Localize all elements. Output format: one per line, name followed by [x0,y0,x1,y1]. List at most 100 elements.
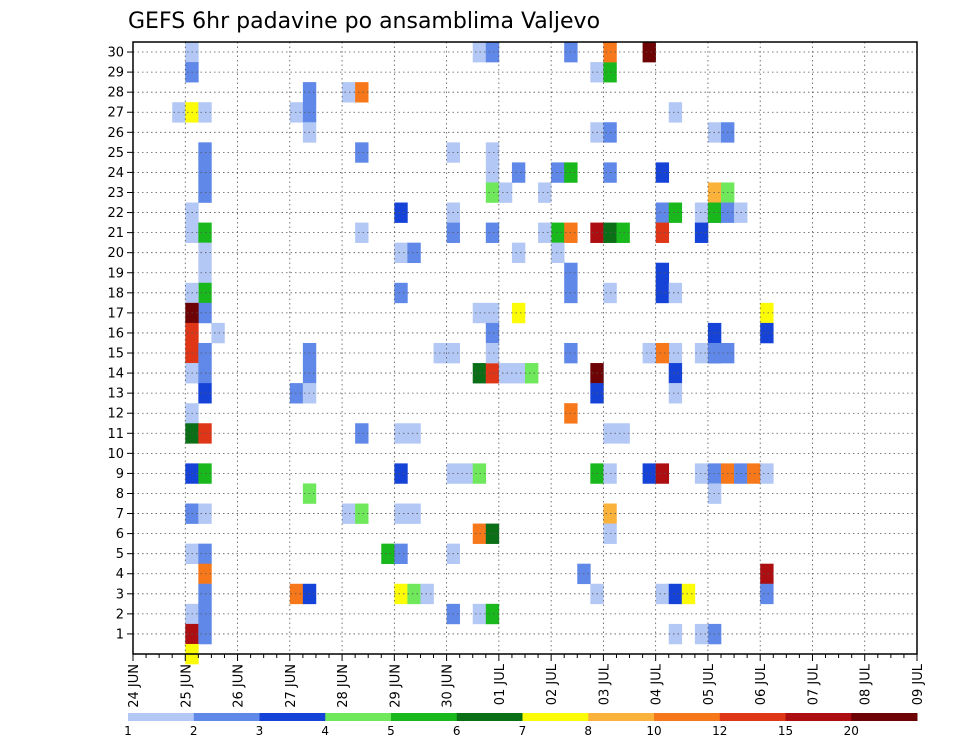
data-cell [394,242,408,264]
legend-label: 8 [584,724,592,738]
data-cell [668,102,683,123]
data-cell [485,363,500,384]
data-cell [472,523,487,544]
x-tick-label: 08 JUL [859,663,874,705]
data-cell [355,503,369,524]
y-tick-label: 18 [107,286,124,301]
data-cell [655,202,670,223]
data-cell [394,583,408,605]
y-tick-label: 11 [107,427,124,442]
data-cell [525,363,539,384]
y-tick-label: 25 [107,146,124,161]
legend-swatch [456,713,523,721]
legend-swatch [851,713,918,721]
data-cell [407,503,421,524]
plot-frame [132,41,918,655]
legend-swatch [522,713,589,721]
data-cell [485,162,500,183]
legend-swatch [391,713,458,721]
data-cell [472,42,487,63]
legend-swatch [719,713,786,721]
data-cell [420,583,434,605]
y-tick-label: 7 [116,507,124,522]
data-cell [760,563,774,585]
x-tick-label: 25 JUN [179,664,194,708]
data-cell [511,242,526,264]
data-cell [485,142,500,163]
legend-label: 12 [712,724,727,738]
data-cell [668,363,683,384]
data-cell [642,42,656,63]
data-cell [668,202,683,223]
x-tick-label: 06 JUL [754,663,769,705]
data-cell [694,202,709,223]
data-cell [655,463,670,484]
y-tick-label: 12 [107,407,124,422]
data-cell [668,282,683,304]
legend-label: 20 [844,724,859,738]
data-cell [511,363,526,384]
data-cell [694,342,709,364]
data-cell [355,82,369,103]
y-tick-label: 30 [107,46,124,61]
data-cell [694,623,709,645]
data-cell [472,603,487,625]
legend-label: 3 [256,724,264,738]
legend-swatch [654,713,721,721]
data-cell [655,282,670,304]
legend-label: 15 [778,724,793,738]
data-cell [485,603,500,625]
data-cell [355,222,369,243]
data-cell [511,302,526,324]
y-tick-label: 9 [116,467,124,482]
data-cell [760,322,774,344]
data-cell [760,583,774,605]
data-cell [394,423,408,444]
data-cell [498,363,513,384]
x-tick-label: 05 JUL [702,663,717,705]
data-cell [511,162,526,183]
data-cell [485,222,500,243]
data-cell [694,463,709,484]
data-cell [394,503,408,524]
y-tick-label: 14 [107,367,124,382]
y-tick-label: 21 [107,226,124,241]
y-tick-label: 2 [116,607,124,622]
y-tick-label: 16 [107,326,124,341]
y-tick-label: 17 [107,306,124,321]
grid-lines [133,42,917,654]
y-tick-label: 20 [107,246,124,261]
data-cell [394,202,408,223]
y-tick-label: 1 [116,627,124,642]
x-tick-label: 24 JUN [127,664,142,708]
data-cells [172,42,774,665]
x-tick-label: 04 JUL [650,663,665,705]
y-tick-label: 15 [107,347,124,362]
y-tick-label: 13 [107,387,124,402]
data-cell [485,322,500,344]
data-cell [485,523,500,544]
legend-swatch [325,713,392,721]
y-tick-label: 5 [116,547,124,562]
data-cell [342,503,356,524]
data-cell [760,463,774,484]
y-tick-label: 23 [107,186,124,201]
data-cell [407,583,421,605]
legend-label: 6 [453,724,461,738]
data-cell [381,543,395,565]
x-tick-label: 28 JUN [336,664,351,708]
data-cell [551,162,565,183]
data-cell [655,342,670,364]
y-tick-label: 22 [107,206,124,221]
data-cell [472,363,487,384]
data-cell [668,342,683,364]
data-cell [472,302,487,324]
data-cell [394,543,408,565]
data-cell [655,162,670,183]
data-cell [681,583,696,605]
legend-swatch [785,713,852,721]
x-tick-label: 26 JUN [232,664,247,708]
data-cell [342,82,356,103]
chart-title: GEFS 6hr padavine po ansamblima Valjevo [128,9,600,34]
